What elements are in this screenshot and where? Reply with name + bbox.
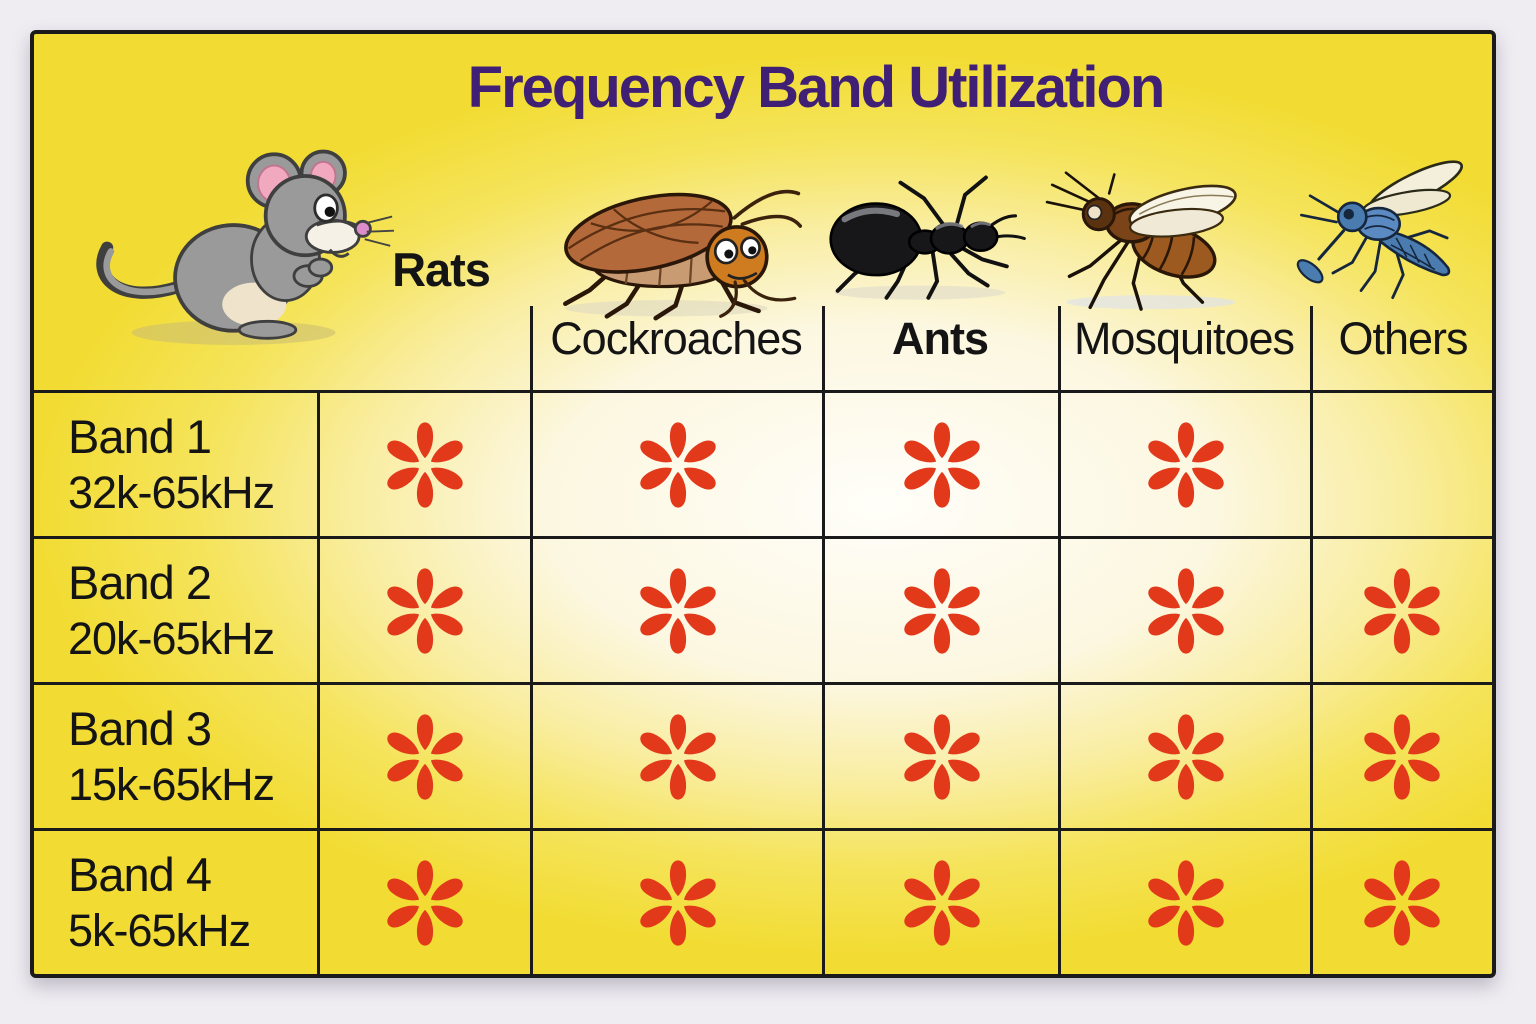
asterisk-icon (1147, 713, 1224, 800)
asterisk-icon (1364, 567, 1441, 654)
mark-cell (1058, 828, 1310, 974)
band-range: 5k-65kHz (68, 904, 251, 956)
asterisk-icon (903, 421, 980, 508)
column-label-rats: Rats (392, 243, 491, 296)
mark-cell (1058, 390, 1310, 536)
column-label-others: Others (1338, 313, 1468, 364)
header-divider (822, 306, 825, 390)
asterisk-icon (903, 713, 980, 800)
asterisk-icon (639, 713, 716, 800)
asterisk-icon (903, 859, 980, 946)
asterisk-icon (639, 567, 716, 654)
mark-cell (316, 390, 530, 536)
mark-cell (1310, 828, 1492, 974)
mark-cell (316, 828, 530, 974)
asterisk-icon (387, 421, 463, 508)
others-insect-icon (1296, 160, 1463, 300)
mark-cell (1310, 536, 1492, 682)
cockroach-icon (563, 189, 802, 321)
asterisk-icon (1147, 421, 1224, 508)
asterisk-icon (387, 859, 463, 946)
band-label-cell: Band 2 20k-65kHz (34, 536, 317, 682)
column-label-mosquitoes: Mosquitoes (1073, 313, 1295, 364)
mark-cell (316, 682, 530, 828)
header-divider (1310, 306, 1313, 390)
band-label-cell: Band 1 32k-65kHz (34, 390, 317, 536)
band-name: Band 3 (68, 702, 212, 756)
ant-icon (829, 175, 1026, 300)
asterisk-icon (639, 859, 716, 946)
asterisk-icon (903, 567, 980, 654)
band-name: Band 4 (68, 848, 212, 902)
band-label-cell: Band 4 5k-65kHz (34, 828, 317, 974)
mark-cell (1310, 682, 1492, 828)
rat-icon (96, 149, 394, 345)
page-title: Frequency Band Utilization (467, 55, 1166, 120)
frequency-table: Band 1 32k-65kHz (34, 390, 1492, 974)
asterisk-icon (1364, 713, 1441, 800)
mark-cell (1310, 390, 1492, 536)
band-range: 15k-65kHz (68, 758, 275, 810)
asterisk-icon (387, 713, 463, 800)
column-label-ants: Ants (892, 313, 989, 364)
asterisk-icon (387, 567, 463, 654)
header-divider (1058, 306, 1061, 390)
band-range: 20k-65kHz (68, 612, 275, 664)
band-name: Band 1 (68, 410, 212, 464)
mark-cell (822, 682, 1059, 828)
mark-cell (1058, 682, 1310, 828)
mark-cell (529, 682, 823, 828)
mark-cell (822, 390, 1059, 536)
mark-cell (822, 828, 1059, 974)
asterisk-icon (639, 421, 716, 508)
header-divider (530, 306, 533, 390)
frequency-band-table-card: Frequency Band Utilization (30, 30, 1496, 978)
mark-cell (529, 828, 823, 974)
band-name: Band 2 (68, 556, 212, 610)
asterisk-icon (1147, 567, 1224, 654)
band-range: 32k-65kHz (68, 466, 275, 518)
asterisk-icon (1364, 859, 1441, 946)
mark-cell (529, 390, 823, 536)
mark-cell (1058, 536, 1310, 682)
asterisk-icon (1147, 859, 1224, 946)
mark-cell (529, 536, 823, 682)
mosquito-icon (1045, 171, 1237, 311)
column-label-cockroaches: Cockroaches (550, 313, 803, 364)
mark-cell (822, 536, 1059, 682)
band-label-cell: Band 3 15k-65kHz (34, 682, 317, 828)
mark-cell (316, 536, 530, 682)
